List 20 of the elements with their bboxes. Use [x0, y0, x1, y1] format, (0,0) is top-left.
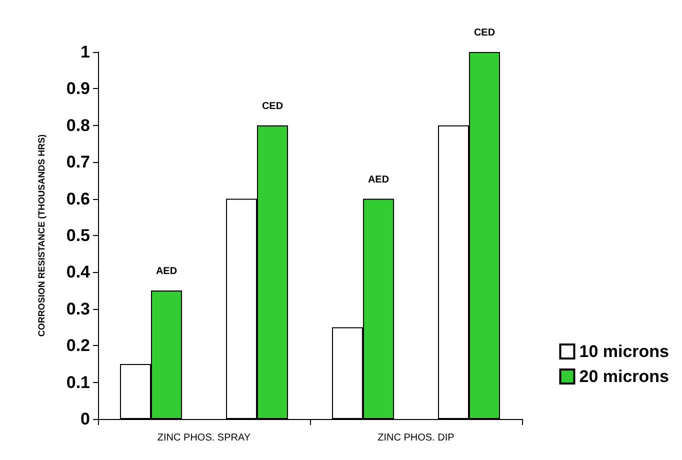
y-tick-label: 0.9 [66, 79, 90, 98]
y-axis-title: CORROSION RESISTANCE (THOUSANDS HRS) [36, 134, 46, 337]
y-tick-label: 0.6 [66, 189, 90, 208]
data-label: CED [262, 100, 284, 112]
y-tick-label: 1 [80, 42, 90, 62]
y-tick-label: 0.4 [66, 262, 91, 282]
data-label: AED [156, 266, 178, 278]
y-tick-label: 0 [80, 410, 90, 428]
text: ZINC PHOS. DIP [378, 432, 455, 444]
data-label: CED [474, 28, 496, 38]
y-tick-label: 0.8 [66, 116, 90, 135]
data-label: AED [368, 174, 390, 186]
legend-label: 10 microns [579, 342, 669, 361]
text: ZINC PHOS. SPRAY [157, 432, 251, 444]
y-tick-label: 0.2 [66, 336, 90, 356]
legend-label: 20 microns [579, 367, 669, 386]
y-tick-label: 0.7 [66, 152, 90, 172]
y-tick-label: 0.1 [66, 372, 90, 392]
y-tick-label: 0.5 [66, 226, 90, 245]
y-tick-label: 0.3 [66, 299, 90, 318]
